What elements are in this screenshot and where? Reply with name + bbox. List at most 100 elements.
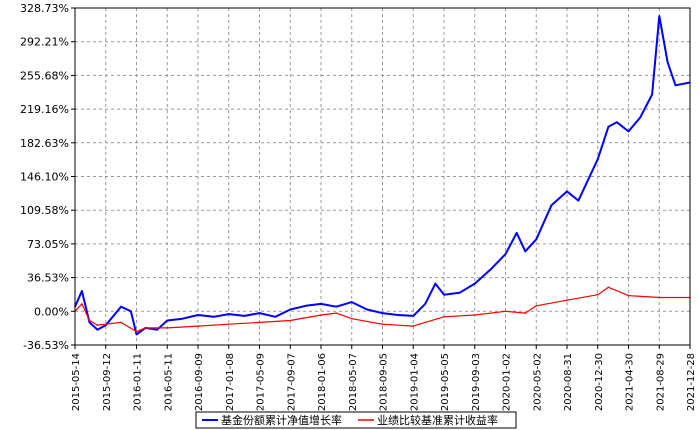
x-tick-label: 2018-01-06 bbox=[317, 353, 328, 411]
x-tick-label: 2020-05-02 bbox=[532, 353, 543, 411]
data-point-benchmark bbox=[474, 314, 476, 316]
x-tick-label: 2021-08-29 bbox=[655, 353, 666, 411]
x-tick-label: 2020-12-30 bbox=[594, 353, 605, 411]
data-point-fund bbox=[289, 308, 292, 311]
data-point-benchmark bbox=[289, 319, 292, 322]
data-point-fund bbox=[197, 314, 199, 316]
y-tick-label: 36.53% bbox=[27, 272, 69, 285]
x-axis: 2015-05-14 2015-09-12 2016-01-11 2016-05-11… bbox=[71, 345, 697, 411]
y-tick-label: -36.53% bbox=[23, 339, 69, 352]
data-point-fund bbox=[381, 312, 384, 314]
data-point-fund bbox=[351, 301, 353, 303]
data-point-fund bbox=[181, 317, 184, 320]
data-point-benchmark bbox=[443, 316, 445, 318]
data-point-fund bbox=[412, 315, 415, 317]
data-point-benchmark bbox=[524, 312, 527, 314]
data-point-benchmark bbox=[658, 296, 661, 299]
data-point-fund bbox=[443, 293, 445, 296]
x-tick-label: 2020-08-31 bbox=[563, 353, 574, 411]
x-tick-label: 2016-05-11 bbox=[163, 353, 174, 411]
x-tick-label: 2021-12-28 bbox=[686, 353, 697, 411]
data-point-fund bbox=[424, 303, 427, 305]
data-point-fund bbox=[597, 158, 599, 160]
data-point-fund bbox=[577, 199, 580, 202]
x-tick-label: 2016-01-11 bbox=[133, 353, 144, 411]
data-point-benchmark bbox=[197, 325, 199, 327]
data-point-fund bbox=[335, 305, 338, 308]
data-point-benchmark bbox=[607, 286, 610, 289]
data-point-fund bbox=[156, 328, 158, 331]
data-point-fund bbox=[489, 269, 492, 271]
x-tick-label: 2019-01-04 bbox=[409, 353, 420, 411]
data-point-benchmark bbox=[228, 323, 230, 326]
data-point-fund bbox=[607, 126, 610, 128]
legend-label-fund: 基金份额累计净值增长率 bbox=[221, 413, 342, 427]
legend-box bbox=[195, 411, 517, 429]
x-tick-label: 2019-09-03 bbox=[471, 353, 482, 411]
data-point-benchmark bbox=[166, 327, 169, 329]
data-point-benchmark bbox=[351, 317, 353, 320]
x-tick-label: 2017-01-08 bbox=[225, 353, 236, 411]
data-point-benchmark bbox=[96, 324, 99, 326]
x-tick-label: 2020-01-02 bbox=[502, 353, 513, 411]
data-point-fund bbox=[434, 282, 437, 285]
y-tick-label: 219.16% bbox=[20, 103, 69, 116]
data-point-fund bbox=[524, 250, 527, 253]
data-point-fund bbox=[228, 313, 230, 315]
data-point-fund bbox=[96, 328, 99, 331]
data-point-benchmark bbox=[135, 330, 138, 333]
data-point-fund bbox=[81, 290, 83, 292]
data-point-benchmark bbox=[144, 327, 147, 329]
data-point-benchmark bbox=[81, 303, 83, 305]
x-tick-label: 2018-09-05 bbox=[379, 353, 390, 411]
legend-label-benchmark: 业绩比较基准累计收益率 bbox=[377, 413, 498, 427]
data-point-fund bbox=[651, 93, 653, 96]
data-point-benchmark bbox=[105, 323, 107, 326]
data-point-fund bbox=[130, 310, 132, 313]
data-point-fund bbox=[366, 308, 368, 311]
x-tick-label: 2017-05-09 bbox=[256, 353, 267, 411]
y-tick-label: 255.68% bbox=[20, 69, 69, 82]
y-axis: 328.73% 292.21% 255.68% 219.16% 182.63% 146.1… bbox=[20, 2, 75, 352]
data-point-fund bbox=[305, 305, 307, 307]
data-point-fund bbox=[474, 282, 476, 285]
data-point-fund bbox=[243, 315, 246, 317]
data-point-fund bbox=[515, 232, 518, 234]
data-point-fund bbox=[627, 130, 630, 133]
y-tick-label: 0.00% bbox=[34, 305, 69, 318]
data-point-fund bbox=[566, 190, 568, 193]
data-point-fund bbox=[396, 314, 399, 316]
data-point-fund bbox=[213, 316, 215, 318]
data-point-fund bbox=[504, 253, 507, 255]
data-point-fund bbox=[88, 321, 91, 324]
y-tick-label: 328.73% bbox=[20, 2, 69, 15]
x-tick-label: 2019-05-05 bbox=[440, 353, 451, 411]
data-point-benchmark bbox=[504, 310, 507, 313]
series-layer bbox=[74, 15, 691, 336]
series-line-benchmark bbox=[74, 286, 690, 333]
y-tick-label: 146.10% bbox=[20, 171, 69, 184]
x-tick-label: 2015-09-12 bbox=[102, 353, 113, 411]
data-point-benchmark bbox=[88, 319, 91, 322]
data-point-fund bbox=[674, 84, 677, 87]
data-point-benchmark bbox=[424, 321, 427, 324]
y-tick-label: 109.58% bbox=[20, 204, 69, 217]
data-point-fund bbox=[166, 319, 169, 322]
data-point-benchmark bbox=[627, 294, 630, 297]
x-tick-label: 2017-09-07 bbox=[286, 353, 297, 411]
data-point-benchmark bbox=[535, 305, 538, 307]
data-point-benchmark bbox=[597, 293, 599, 296]
y-tick-label: 73.05% bbox=[27, 238, 69, 251]
data-point-fund bbox=[639, 116, 641, 119]
data-point-benchmark bbox=[258, 321, 261, 324]
data-point-benchmark bbox=[320, 314, 322, 316]
data-point-fund bbox=[458, 292, 461, 294]
data-point-fund bbox=[120, 305, 122, 308]
data-point-benchmark bbox=[120, 321, 122, 324]
data-point-fund bbox=[666, 61, 669, 63]
data-point-benchmark bbox=[335, 312, 338, 314]
data-point-fund bbox=[320, 303, 322, 305]
data-point-fund bbox=[550, 204, 553, 206]
